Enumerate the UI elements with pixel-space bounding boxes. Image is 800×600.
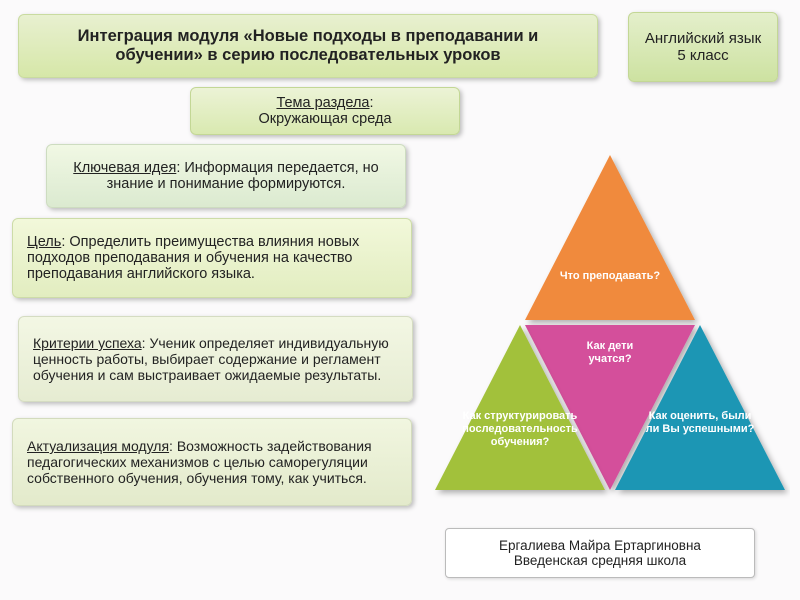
triangle-top: [525, 155, 695, 320]
theme-value: Окружающая среда: [258, 111, 391, 127]
subject-box: Английский язык 5 класс: [628, 12, 778, 82]
triangle-label-top: Что преподавать?: [550, 270, 670, 283]
actual-box: Актуализация модуля: Возможность задейст…: [12, 418, 412, 506]
pyramid-svg: [430, 130, 790, 520]
triangle-label-left: Как структурировать последовательность о…: [455, 410, 585, 450]
actual-label: Актуализация модуля: [27, 438, 169, 454]
author-box: Ергалиева Майра Ертаргиновна Введенская …: [445, 528, 755, 578]
goal-box: Цель: Определить преимущества влияния но…: [12, 218, 412, 298]
idea-box: Ключевая идея: Информация передается, но…: [46, 144, 406, 208]
criteria-box: Критерии успеха: Ученик определяет индив…: [18, 316, 413, 402]
goal-label: Цель: [27, 234, 61, 250]
goal-value: Определить преимущества влияния новых по…: [27, 234, 359, 282]
title-box: Интеграция модуля «Новые подходы в препо…: [18, 14, 598, 78]
title-text: Интеграция модуля «Новые подходы в препо…: [33, 27, 583, 65]
pyramid-diagram: Что преподавать? Как дети учатся? Как ст…: [430, 130, 790, 520]
idea-label: Ключевая идея: [73, 160, 176, 176]
author-line1: Ергалиева Майра Ертаргиновна: [499, 538, 701, 553]
theme-box: Тема раздела: Окружающая среда: [190, 87, 460, 135]
theme-label: Тема раздела: [276, 95, 369, 111]
subject-line2: 5 класс: [677, 47, 728, 64]
criteria-label: Критерии успеха: [33, 335, 142, 351]
subject-line1: Английский язык: [645, 30, 761, 47]
triangle-label-right: Как оценить, были ли Вы успешными?: [645, 410, 755, 436]
author-line2: Введенская средняя школа: [514, 553, 686, 568]
triangle-label-center: Как дети учатся?: [575, 340, 645, 366]
